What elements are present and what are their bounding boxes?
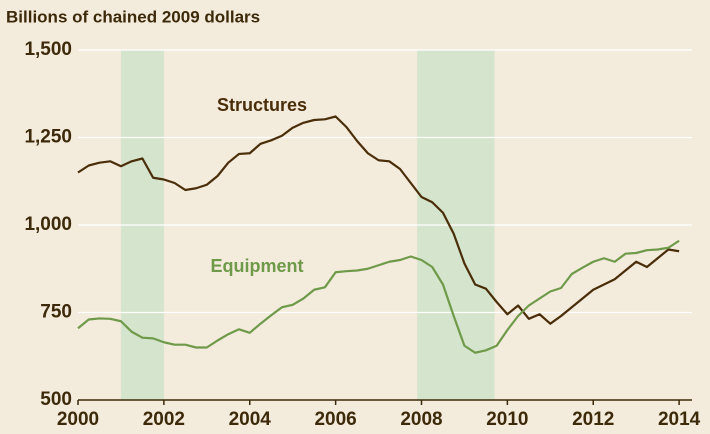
x-tick-label: 2012 <box>572 409 614 430</box>
x-tick-label: 2006 <box>314 409 356 430</box>
x-tick-label: 2008 <box>400 409 442 430</box>
y-tick-label: 500 <box>40 389 72 410</box>
series-label: Structures <box>217 95 307 115</box>
y-tick-label: 1,000 <box>24 214 72 235</box>
y-tick-label: 1,500 <box>24 39 72 60</box>
line-series <box>77 115 680 325</box>
x-tick-label: 2014 <box>658 409 701 430</box>
y-axis-label: Billions of chained 2009 dollars <box>6 7 260 26</box>
x-tick-label: 2002 <box>143 409 185 430</box>
y-tick-label: 750 <box>40 302 72 323</box>
series-label: Equipment <box>211 256 304 276</box>
y-tick-label: 1,250 <box>24 127 72 148</box>
line-series <box>77 239 680 354</box>
x-tick-label: 2010 <box>486 409 528 430</box>
x-tick-label: 2004 <box>229 409 272 430</box>
x-tick-label: 2000 <box>57 409 99 430</box>
